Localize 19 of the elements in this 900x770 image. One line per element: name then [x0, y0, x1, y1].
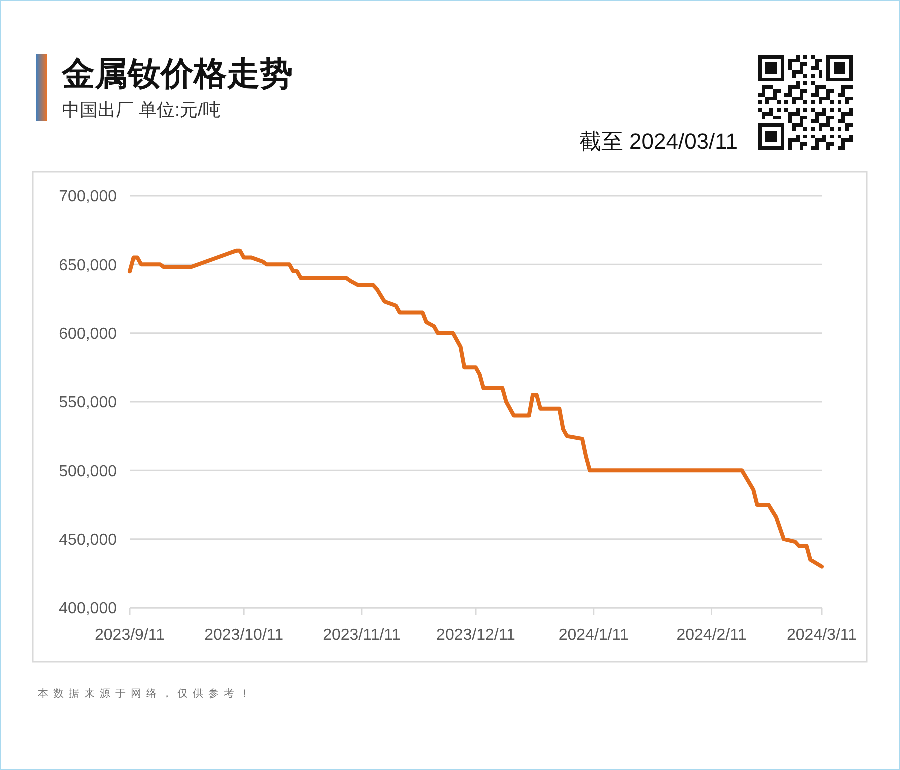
- y-tick-label: 450,000: [59, 532, 118, 549]
- x-tick-label: 2023/12/11: [436, 627, 516, 644]
- y-tick-label: 550,000: [59, 394, 118, 412]
- x-tick-label: 2023/10/11: [204, 627, 284, 644]
- y-tick-label: 650,000: [59, 257, 118, 274]
- chart-title: 金属钕价格走势: [61, 55, 293, 92]
- text: 截至 2024/03/11: [579, 129, 738, 154]
- x-tick-label: 2024/3/11: [787, 627, 858, 644]
- y-tick-label: 700,000: [59, 188, 118, 206]
- y-tick-label: 500,000: [59, 463, 118, 480]
- y-tick-label: 400,000: [59, 600, 118, 618]
- text: 本数据来源于网络，仅供参考！: [38, 687, 255, 700]
- x-tick-label: 2023/11/11: [323, 627, 401, 644]
- x-tick-label: 2024/2/11: [676, 627, 747, 644]
- y-tick-label: 600,000: [59, 326, 118, 343]
- x-tick-label: 2023/9/11: [95, 627, 166, 644]
- x-tick-label: 2024/1/11: [558, 627, 629, 644]
- chart-subtitle: 中国出厂 单位:元/吨: [62, 100, 222, 120]
- line-series: [128, 248, 824, 569]
